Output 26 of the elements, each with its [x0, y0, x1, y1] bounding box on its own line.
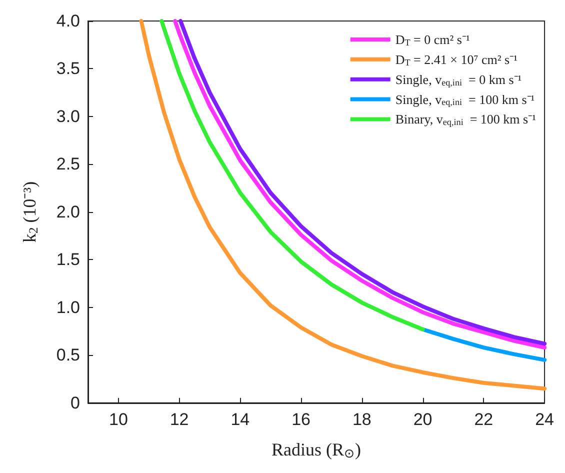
- legend-label: DT = 2.41 × 10⁷ cm² s⁻¹: [395, 52, 518, 68]
- x-tick-label: 16: [292, 410, 311, 429]
- line-series: [139, 19, 547, 391]
- y-tick-label: 0.5: [56, 346, 80, 365]
- y-tick-label: 3.0: [56, 106, 80, 126]
- y-axis-title: k2 (10⁻³): [19, 181, 40, 243]
- x-tick-label: 24: [535, 410, 554, 429]
- y-tick-label: 1.5: [56, 250, 80, 270]
- y-tick-label: 0: [70, 393, 80, 412]
- x-tick-label: 18: [352, 410, 372, 429]
- x-tick-label: 20: [413, 410, 432, 429]
- line-series: [420, 327, 547, 362]
- y-tick-label: 1.0: [56, 298, 80, 317]
- y-tick-label: 2.0: [56, 202, 80, 222]
- legend-label: Single, veq,ini = 0 km s⁻¹: [395, 72, 522, 88]
- legend-label: Binary, veq,ini = 100 km s⁻¹: [395, 112, 536, 128]
- legend-label: Single, veq,ini = 100 km s⁻¹: [395, 92, 535, 108]
- x-tick-label: 10: [108, 410, 128, 429]
- legend-label: DT = 0 cm² s⁻¹: [395, 32, 470, 48]
- y-tick-label: 3.5: [56, 59, 80, 78]
- x-tick-label: 12: [170, 410, 189, 429]
- x-axis-title: Radius (R⊙): [272, 439, 362, 460]
- x-tick-label: 14: [230, 410, 250, 429]
- x-tick-label: 22: [474, 410, 494, 429]
- y-tick-label: 2.5: [56, 154, 80, 174]
- y-tick-label: 4.0: [56, 12, 80, 30]
